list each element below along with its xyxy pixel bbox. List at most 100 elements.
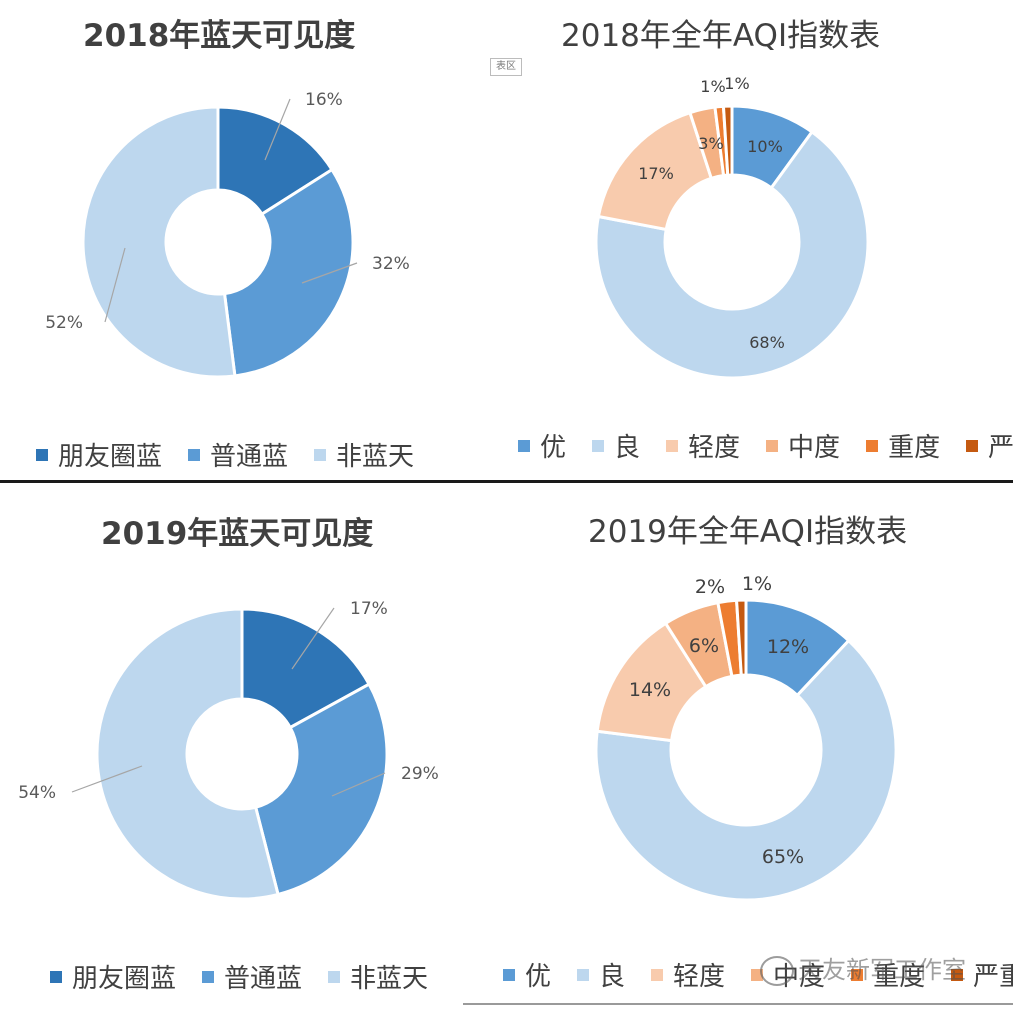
data-label-3: 17%: [638, 164, 674, 183]
chart-legend: 优 良 轻度 中度 重度 严重: [518, 427, 1013, 464]
legend-swatch: [592, 439, 605, 452]
data-label-6: 1%: [742, 573, 772, 595]
legend-swatch: [518, 439, 530, 452]
legend-swatch: [766, 439, 779, 452]
chart-legend: 朋友圈蓝 普通蓝 非蓝天: [36, 436, 440, 473]
legend-swatch: [50, 970, 62, 983]
donut-slice-6: [734, 598, 748, 677]
legend-item: 重度: [866, 427, 940, 464]
legend-swatch: [666, 439, 679, 452]
legend-item: 良: [592, 427, 640, 464]
legend-label: 中度: [788, 433, 841, 463]
legend-item: 轻度: [666, 427, 740, 464]
donut-chart-2018-bluesky: 16% 32% 52%: [45, 90, 410, 379]
donut-slice-2: [594, 129, 870, 380]
legend-label: 严重: [973, 962, 1013, 992]
donut-slice-3: [95, 607, 280, 901]
chart-legend: 朋友圈蓝 普通蓝 非蓝天: [50, 958, 454, 995]
data-label-3: 14%: [629, 679, 671, 701]
chart-area-tag: 表区: [490, 58, 522, 76]
donut-chart-2019-bluesky: 17% 29% 54%: [18, 599, 439, 901]
watermark: 天友新军工作室: [798, 956, 966, 984]
legend-label: 良: [599, 962, 626, 992]
chart-title: 2019年蓝天可见度: [101, 516, 374, 552]
data-label-5: 2%: [695, 576, 725, 598]
donut-slice-2: [222, 167, 355, 378]
donut-chart-2019-aqi: 12% 65% 14% 6% 2% 1%: [594, 573, 898, 902]
panel-bottom-border: [463, 1003, 1013, 1005]
data-label-5: 1%: [700, 77, 725, 96]
legend-swatch: [328, 970, 341, 983]
legend-swatch: [202, 970, 215, 983]
legend-item: 优: [518, 427, 566, 464]
legend-label: 良: [614, 433, 641, 463]
legend-item: 良: [577, 956, 625, 993]
legend-item: 普通蓝: [202, 958, 302, 995]
legend-label: 轻度: [673, 962, 726, 992]
legend-swatch: [577, 968, 590, 981]
data-label-3: 52%: [45, 313, 83, 333]
legend-swatch: [188, 448, 201, 461]
legend-swatch: [36, 448, 48, 461]
legend-label: 严重: [988, 433, 1013, 463]
legend-label: 普通蓝: [224, 964, 303, 994]
donut-slice-3: [81, 105, 237, 379]
data-label-4: 6%: [689, 635, 719, 657]
legend-swatch: [314, 448, 327, 461]
donut-slice-2: [253, 682, 389, 897]
donut-chart-2018-aqi: 10% 68% 17% 3% 1%1%: [594, 74, 870, 380]
legend-item: 重度: [851, 956, 925, 993]
legend-item: 严重: [951, 956, 1013, 993]
legend-label: 非蓝天: [336, 442, 415, 472]
leader-line-2: [301, 262, 358, 284]
wechat-icon: [760, 956, 794, 986]
donut-slice-2: [594, 638, 898, 902]
legend-label: 重度: [873, 962, 926, 992]
donut-slice-1: [240, 607, 372, 730]
chart-title: 2019年全年AQI指数表: [588, 514, 908, 550]
legend-swatch: [851, 968, 864, 981]
legend-item: 普通蓝: [188, 436, 288, 473]
leader-line-2: [331, 772, 386, 797]
leader-line-1: [291, 607, 335, 670]
data-label-2: 65%: [762, 846, 804, 868]
legend-swatch: [951, 968, 964, 981]
legend-swatch: [966, 439, 979, 452]
legend-label: 重度: [888, 433, 941, 463]
legend-label: 优: [525, 962, 552, 992]
legend-item: 非蓝天: [314, 436, 414, 473]
leader-line-3: [71, 765, 143, 793]
legend-label: 朋友圈蓝: [58, 442, 163, 472]
legend-item: 优: [503, 956, 551, 993]
data-label-3: 54%: [18, 783, 56, 803]
data-label-4: 3%: [698, 134, 723, 153]
legend-swatch: [503, 968, 515, 981]
legend-label: 轻度: [688, 433, 741, 463]
legend-label: 普通蓝: [210, 442, 289, 472]
panel-divider: [0, 480, 1013, 483]
legend-item: 朋友圈蓝: [50, 958, 176, 995]
data-label-2: 32%: [372, 254, 410, 274]
legend-item: 非蓝天: [328, 958, 428, 995]
legend-item: 轻度: [651, 956, 725, 993]
leader-line-1: [264, 98, 291, 161]
data-label-2: 68%: [749, 333, 785, 352]
legend-item: 中度: [766, 427, 840, 464]
data-label-2: 29%: [401, 764, 439, 784]
legend-swatch: [866, 439, 879, 452]
chart-title: 2018年全年AQI指数表: [561, 18, 881, 54]
data-label-1: 12%: [767, 636, 809, 658]
legend-label: 非蓝天: [350, 964, 429, 994]
legend-label: 朋友圈蓝: [72, 964, 177, 994]
data-label-6: 1%: [724, 74, 749, 93]
legend-swatch: [651, 968, 664, 981]
data-label-1: 17%: [350, 599, 388, 619]
legend-item: 朋友圈蓝: [36, 436, 162, 473]
data-label-1: 10%: [747, 137, 783, 156]
chart-title: 2018年蓝天可见度: [83, 18, 356, 54]
legend-item: 严重: [966, 427, 1013, 464]
data-label-1: 16%: [305, 90, 343, 110]
legend-label: 优: [540, 433, 567, 463]
donut-slice-6: [721, 104, 734, 177]
leader-line-3: [104, 247, 126, 323]
